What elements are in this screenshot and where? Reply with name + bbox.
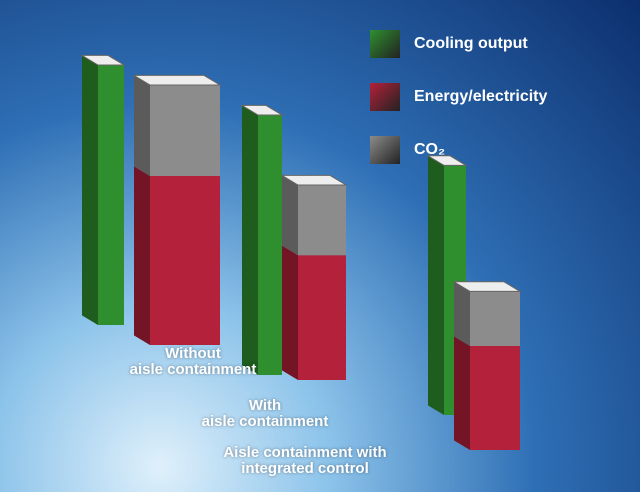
bar [134,166,220,345]
bar [240,104,284,376]
x-tick-label: Without aisle containment [129,345,257,378]
legend-label: CO₂ [414,141,446,158]
bar-side-shade [134,75,150,176]
bar [454,336,520,450]
bar-group [426,155,522,450]
bar-side [282,245,298,380]
bar-front [470,346,520,450]
bar-side-shade [134,166,150,345]
bar-side [428,155,444,416]
bar-top [452,281,522,292]
x-tick-label: With aisle containment [201,397,329,430]
bar-side [454,336,470,450]
legend-swatch [370,83,400,111]
bar-front [470,291,520,346]
bar-side [134,75,150,176]
bar-top [80,54,126,66]
bar-front [258,115,282,375]
bar [280,174,348,256]
bar-front [298,185,346,256]
bar-group [80,54,222,345]
bar-side-shade [82,55,98,326]
bar-front [98,65,124,325]
bar-side [454,281,470,346]
bar-front [150,176,220,345]
bar-group [240,104,348,380]
bar-side [134,166,150,345]
bar-top [132,74,222,86]
bar [80,54,126,326]
legend-label: Energy/electricity [414,88,548,105]
bar [282,245,346,380]
bar-side-shade [282,175,298,256]
bar-side-shade [454,281,470,346]
bar [132,74,222,176]
x-tick-label: Aisle containment with integrated contro… [223,444,387,477]
bar-side-shade [454,336,470,450]
bar-side-shade [428,155,444,416]
legend-swatch [370,136,400,164]
legend-label: Cooling output [414,35,528,52]
bar-side [282,175,298,256]
bar-front [150,85,220,176]
legend-swatch [370,30,400,58]
bar-top [280,174,348,186]
bar-front [298,255,346,380]
bar-side-shade [282,245,298,380]
bar-top [240,104,284,116]
bar-side-shade [242,105,258,376]
bar-side [82,55,98,326]
bar-top [426,155,468,166]
bar-side [242,105,258,376]
bar [452,281,522,346]
